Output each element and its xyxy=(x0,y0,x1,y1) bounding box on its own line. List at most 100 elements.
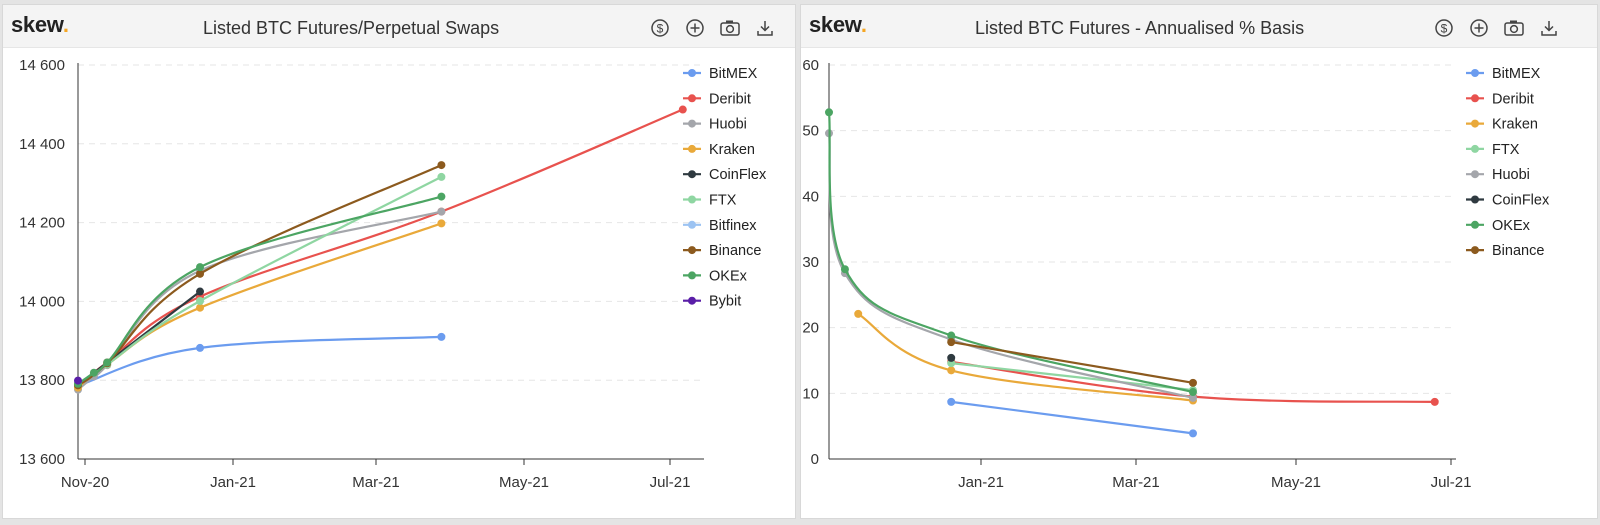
dollar-icon[interactable]: $ xyxy=(647,17,673,39)
y-tick-label: 14 000 xyxy=(19,293,65,310)
legend-marker xyxy=(1471,119,1479,128)
data-point-coinflex xyxy=(196,287,205,296)
data-point-binance xyxy=(1188,378,1197,387)
legend-marker xyxy=(688,195,696,204)
plus-icon[interactable] xyxy=(682,17,708,39)
legend-marker xyxy=(688,271,696,280)
svg-text:$: $ xyxy=(657,22,664,36)
data-point-bitmex xyxy=(437,332,446,341)
panel-header: skew. Listed BTC Futures/Perpetual Swaps… xyxy=(3,5,795,48)
legend-label: FTX xyxy=(709,193,737,209)
y-tick-label: 14 400 xyxy=(19,136,65,153)
legend-marker xyxy=(1471,246,1479,255)
panel-header: skew. Listed BTC Futures - Annualised % … xyxy=(801,5,1597,48)
legend-marker xyxy=(688,220,696,229)
legend-label: Huobi xyxy=(1492,167,1530,183)
chart-toolbar: $ xyxy=(1431,17,1562,39)
legend-label: FTX xyxy=(1492,142,1520,158)
legend-marker xyxy=(1471,69,1479,77)
legend: BitMEX Deribit Kraken FTX Huobi CoinFlex OKEx B… xyxy=(1466,66,1550,259)
legend-marker xyxy=(1471,220,1479,229)
data-point-binance xyxy=(196,269,205,278)
camera-icon[interactable] xyxy=(1501,17,1527,39)
x-tick-label: Mar-21 xyxy=(1112,474,1160,491)
data-point-okex xyxy=(1188,388,1197,397)
legend-marker xyxy=(688,69,696,77)
legend-marker xyxy=(1471,94,1479,103)
legend-label: Deribit xyxy=(1492,91,1534,107)
y-tick-label: 0 xyxy=(811,451,819,468)
legend-marker xyxy=(688,170,696,179)
data-point-kraken xyxy=(947,366,956,375)
legend-label: BitMEX xyxy=(1492,66,1541,82)
legend-marker xyxy=(688,144,696,153)
chart-title: Listed BTC Futures - Annualised % Basis xyxy=(975,18,1305,38)
data-point-bybit xyxy=(74,376,82,385)
legend-label: Binance xyxy=(709,243,761,259)
dollar-icon[interactable]: $ xyxy=(1431,17,1457,39)
plus-icon[interactable] xyxy=(1466,17,1492,39)
series-line-kraken xyxy=(857,312,1194,402)
download-icon[interactable] xyxy=(1536,17,1562,39)
data-point-okex xyxy=(947,331,956,340)
y-tick-label: 13 800 xyxy=(19,372,65,389)
series-line-bitmex xyxy=(951,400,1194,435)
y-tick-label: 60 xyxy=(802,57,819,74)
data-point-huobi xyxy=(437,207,446,216)
y-tick-label: 13 600 xyxy=(19,451,65,468)
legend-label: BitMEX xyxy=(709,66,758,82)
y-tick-label: 14 600 xyxy=(19,57,65,74)
data-point-huobi xyxy=(1188,393,1197,402)
data-point-bitmex xyxy=(947,397,956,406)
legend-label: CoinFlex xyxy=(1492,193,1550,209)
legend-marker xyxy=(688,246,696,255)
data-point-deribit xyxy=(678,105,687,114)
legend-marker xyxy=(1471,195,1479,204)
series-line-binance xyxy=(951,341,1194,384)
data-point-okex xyxy=(825,108,833,117)
x-tick-label: Jan-21 xyxy=(210,474,256,491)
data-point-kraken xyxy=(854,309,863,318)
legend: BitMEX Deribit Huobi Kraken CoinFlex FTX Bitfi… xyxy=(683,66,767,310)
legend-marker xyxy=(688,94,696,103)
series-line-bitmex xyxy=(77,335,442,387)
chart-panel-futures: skew. Listed BTC Futures/Perpetual Swaps… xyxy=(2,4,796,519)
y-tick-label: 50 xyxy=(802,123,819,140)
data-point-kraken xyxy=(437,219,446,228)
data-point-deribit xyxy=(1430,397,1439,406)
y-tick-label: 40 xyxy=(802,188,819,205)
x-tick-label: May-21 xyxy=(1271,474,1321,491)
legend-label: Huobi xyxy=(709,117,747,133)
download-icon[interactable] xyxy=(752,17,778,39)
legend-marker xyxy=(688,296,696,305)
skew-logo: skew. xyxy=(809,12,867,37)
data-point-okex xyxy=(840,265,849,274)
data-point-kraken xyxy=(196,303,205,312)
legend-label: Bybit xyxy=(709,294,741,310)
x-tick-label: Mar-21 xyxy=(352,474,400,491)
data-point-okex xyxy=(196,263,205,272)
legend-marker xyxy=(1471,144,1479,153)
data-point-ftx xyxy=(437,172,446,181)
camera-icon[interactable] xyxy=(717,17,743,39)
data-point-binance xyxy=(947,338,956,347)
legend-label: OKEx xyxy=(709,268,748,284)
x-tick-label: Jul-21 xyxy=(1431,474,1472,491)
chart-title: Listed BTC Futures/Perpetual Swaps xyxy=(203,18,500,38)
legend-label: OKEx xyxy=(1492,218,1531,234)
data-point-bitmex xyxy=(196,343,205,352)
series-line-binance xyxy=(77,164,442,387)
x-tick-label: Nov-20 xyxy=(61,474,109,491)
data-point-okex xyxy=(437,192,446,201)
data-point-okex xyxy=(103,358,112,367)
series-line-huobi xyxy=(827,133,1194,399)
legend-label: Deribit xyxy=(709,91,751,107)
svg-text:$: $ xyxy=(1441,22,1448,36)
y-tick-label: 30 xyxy=(802,254,819,271)
x-tick-label: Jul-21 xyxy=(650,474,691,491)
legend-label: Binance xyxy=(1492,243,1544,259)
series-line-okex xyxy=(827,112,1194,394)
futures-price-chart: 14 600 14 400 14 200 14 000 13 800 13 600 Nov-… xyxy=(19,57,767,491)
data-point-binance xyxy=(437,161,446,170)
legend-label: Kraken xyxy=(709,142,755,158)
